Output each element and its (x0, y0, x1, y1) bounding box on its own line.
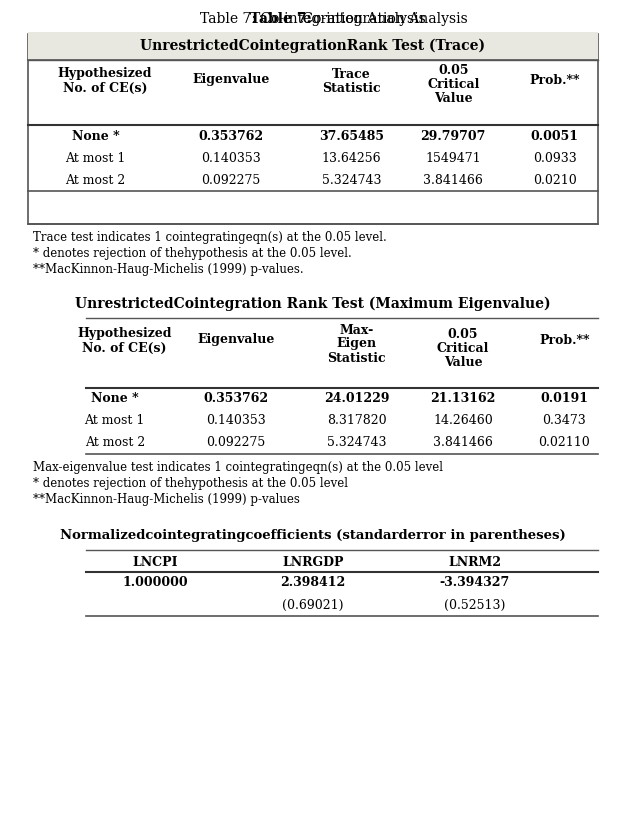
Text: LNCPI: LNCPI (133, 555, 178, 569)
Text: 0.0191: 0.0191 (540, 393, 588, 405)
Bar (28, 34, 598, 224)
Text: 0.140353: 0.140353 (201, 152, 260, 164)
Text: At most 1: At most 1 (85, 414, 145, 428)
Text: 0.140353: 0.140353 (206, 414, 265, 428)
Text: (0.52513): (0.52513) (444, 598, 505, 612)
Text: Max-: Max- (339, 324, 374, 336)
Text: 0.353762: 0.353762 (198, 129, 264, 143)
Text: 14.26460: 14.26460 (433, 414, 493, 428)
Text: LNRM2: LNRM2 (448, 555, 501, 569)
Text: Eigenvalue: Eigenvalue (192, 74, 269, 86)
Text: 0.05: 0.05 (438, 64, 468, 76)
Text: At most 2: At most 2 (65, 174, 126, 186)
Text: 0.092275: 0.092275 (201, 174, 260, 186)
Text: 5.324743: 5.324743 (322, 174, 381, 186)
Text: Co-integration Analysis: Co-integration Analysis (299, 12, 468, 26)
Bar (28, 32, 598, 60)
Text: Eigen: Eigen (336, 337, 377, 351)
Text: UnrestrictedCointegrationRank Test (Trace): UnrestrictedCointegrationRank Test (Trac… (140, 39, 486, 53)
Text: Critical: Critical (437, 341, 489, 355)
Text: At most 1: At most 1 (65, 152, 126, 164)
Text: None *: None * (71, 129, 119, 143)
Text: (0.69021): (0.69021) (282, 598, 344, 612)
Text: Value: Value (444, 356, 482, 368)
Text: No. of CE(s): No. of CE(s) (63, 81, 147, 95)
Text: Statistic: Statistic (327, 352, 386, 364)
Text: Table 7:: Table 7: (250, 12, 312, 26)
Text: Value: Value (434, 91, 473, 105)
Text: 24.01229: 24.01229 (324, 393, 389, 405)
Text: 3.841466: 3.841466 (433, 436, 493, 450)
Text: Max-eigenvalue test indicates 1 cointegratingeqn(s) at the 0.05 level: Max-eigenvalue test indicates 1 cointegr… (33, 461, 443, 475)
Text: Prob.**: Prob.** (530, 74, 580, 86)
Text: 21.13162: 21.13162 (430, 393, 496, 405)
Text: 1549471: 1549471 (426, 152, 481, 164)
Text: -3.394327: -3.394327 (439, 576, 510, 590)
Text: 0.353762: 0.353762 (203, 393, 268, 405)
Text: Prob.**: Prob.** (539, 333, 590, 347)
Text: UnrestrictedCointegration Rank Test (Maximum Eigenvalue): UnrestrictedCointegration Rank Test (Max… (75, 297, 551, 311)
Text: Table 7: Co-integration Analysis: Table 7: Co-integration Analysis (200, 12, 426, 26)
Text: 0.02110: 0.02110 (538, 436, 590, 450)
Text: 37.65485: 37.65485 (319, 129, 384, 143)
Text: 13.64256: 13.64256 (322, 152, 381, 164)
Text: Statistic: Statistic (322, 81, 381, 95)
Text: * denotes rejection of thehypothesis at the 0.05 level.: * denotes rejection of thehypothesis at … (33, 248, 351, 260)
Text: 0.0051: 0.0051 (531, 129, 579, 143)
Text: **MacKinnon-Haug-Michelis (1999) p-values: **MacKinnon-Haug-Michelis (1999) p-value… (33, 493, 299, 507)
Text: No. of CE(s): No. of CE(s) (82, 341, 167, 355)
Text: 0.3473: 0.3473 (543, 414, 587, 428)
Text: Trace test indicates 1 cointegratingeqn(s) at the 0.05 level.: Trace test indicates 1 cointegratingeqn(… (33, 232, 386, 244)
Text: 0.092275: 0.092275 (206, 436, 265, 450)
Text: 5.324743: 5.324743 (327, 436, 386, 450)
Text: Eigenvalue: Eigenvalue (197, 333, 274, 347)
Text: Normalizedcointegratingcoefficients (standarderror in parentheses): Normalizedcointegratingcoefficients (sta… (60, 529, 566, 543)
Text: 2.398412: 2.398412 (280, 576, 346, 590)
Text: At most 2: At most 2 (85, 436, 145, 450)
Text: Hypothesized: Hypothesized (77, 327, 172, 341)
Text: * denotes rejection of thehypothesis at the 0.05 level: * denotes rejection of thehypothesis at … (33, 477, 347, 491)
Text: Trace: Trace (332, 67, 371, 81)
Text: LNRGDP: LNRGDP (282, 555, 344, 569)
Text: 0.0933: 0.0933 (533, 152, 577, 164)
Text: 0.0210: 0.0210 (533, 174, 577, 186)
Text: Hypothesized: Hypothesized (58, 67, 152, 81)
Text: **MacKinnon-Haug-Michelis (1999) p-values.: **MacKinnon-Haug-Michelis (1999) p-value… (33, 263, 303, 277)
Text: None *: None * (91, 393, 138, 405)
Text: 29.79707: 29.79707 (421, 129, 486, 143)
Text: 8.317820: 8.317820 (327, 414, 386, 428)
Text: 1.000000: 1.000000 (123, 576, 188, 590)
Text: 3.841466: 3.841466 (423, 174, 483, 186)
Text: Critical: Critical (427, 77, 480, 91)
Text: 0.05: 0.05 (448, 327, 478, 341)
